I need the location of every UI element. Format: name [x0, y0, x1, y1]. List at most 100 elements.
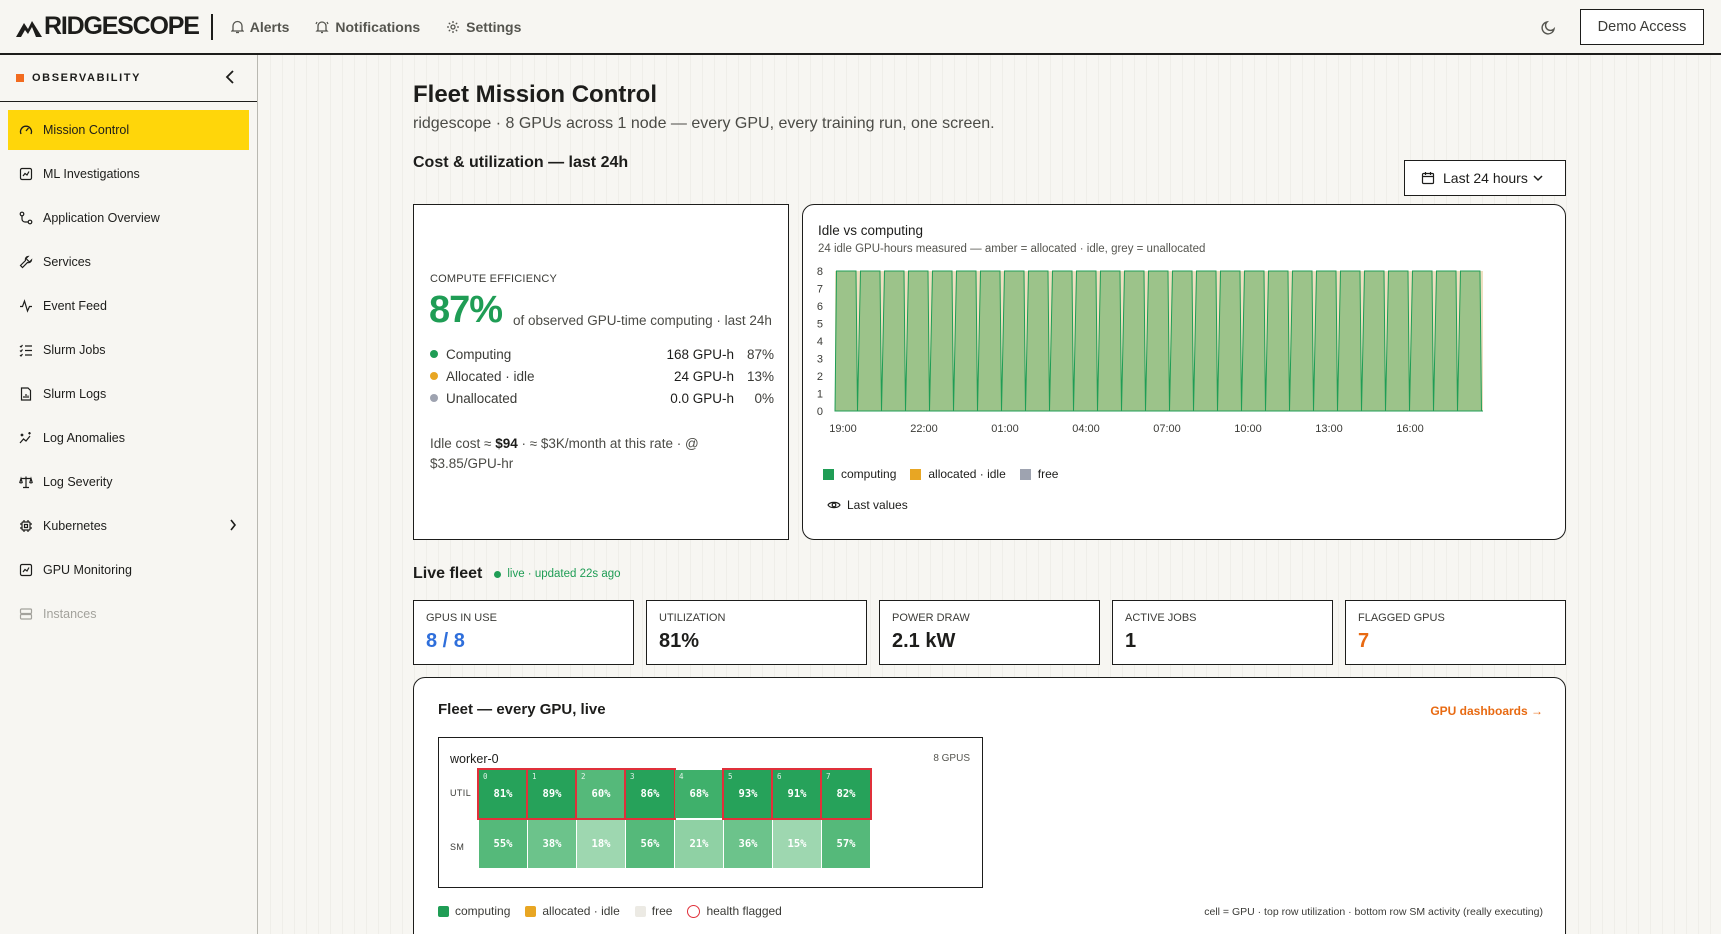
chart-title: Idle vs computing: [818, 223, 924, 238]
gpu-util-value: 82%: [836, 788, 856, 800]
kpi-value: 8 / 8: [426, 630, 465, 652]
gpu-sm-cell[interactable]: 18%: [577, 820, 625, 868]
gpu-sm-cell[interactable]: 15%: [773, 820, 821, 868]
kpi-utilization[interactable]: UTILIZATION 81%: [646, 600, 867, 665]
chevron-right-icon: [230, 519, 237, 531]
y-tick-label: 8: [817, 266, 823, 278]
eye-icon: [827, 501, 841, 509]
gpu-dashboards-link[interactable]: GPU dashboards →: [1430, 704, 1543, 718]
gpu-util-value: 68%: [689, 788, 709, 800]
nav-settings-label: Settings: [466, 18, 522, 35]
nav-settings[interactable]: Settings: [446, 19, 521, 35]
x-tick-label: 07:00: [1153, 423, 1181, 435]
main-content: Fleet Mission Control ridgescope · 8 GPU…: [259, 55, 1721, 934]
legend-item-allocated-idle[interactable]: allocated · idle: [910, 467, 1006, 481]
sidebar-item-label: Slurm Jobs: [43, 343, 106, 357]
gpu-util-cell[interactable]: 7 82%: [820, 768, 872, 820]
nav-notifications[interactable]: Notifications: [315, 19, 420, 35]
sidebar-item-label: Log Anomalies: [43, 431, 126, 445]
sidebar-item-services[interactable]: Services: [8, 242, 249, 282]
x-tick-label: 22:00: [910, 423, 938, 435]
sidebar-item-kubernetes[interactable]: Kubernetes: [8, 506, 249, 546]
gpu-sm-value: 55%: [493, 838, 513, 850]
gpu-util-cell[interactable]: 5 93%: [722, 768, 774, 820]
gpu-sm-cell[interactable]: 21%: [675, 820, 723, 868]
kpi-value: 2.1 kW: [892, 630, 956, 652]
sidebar-item-event-feed[interactable]: Event Feed: [8, 286, 249, 326]
sidebar-item-log-anomalies[interactable]: Log Anomalies: [8, 418, 249, 458]
gpu-sm-value: 21%: [689, 838, 709, 850]
chart-subtitle: 24 idle GPU-hours measured — amber = all…: [818, 243, 1206, 255]
live-status-text: live · updated 22s ago: [507, 568, 621, 580]
fleet-gpu-card: Fleet — every GPU, live GPU dashboards →…: [413, 677, 1566, 934]
gpu-sm-cell[interactable]: 38%: [528, 820, 576, 868]
kpi-label: GPUS IN USE: [426, 612, 497, 624]
nav-alerts[interactable]: Alerts: [230, 19, 289, 35]
sidebar-item-label: Log Severity: [43, 475, 113, 489]
row-name: Allocated · idle: [446, 368, 535, 384]
gpu-sm-cell[interactable]: 55%: [479, 820, 527, 868]
status-dot: [430, 350, 438, 358]
y-tick-label: 6: [817, 301, 823, 313]
x-tick-label: 10:00: [1234, 423, 1262, 435]
gpu-sm-cell[interactable]: 57%: [822, 820, 870, 868]
kpi-label: FLAGGED GPUS: [1358, 612, 1445, 624]
moon-icon: [1541, 20, 1556, 35]
kpi-flagged-gpus[interactable]: FLAGGED GPUS 7: [1345, 600, 1566, 665]
sidebar-item-label: Application Overview: [43, 211, 160, 225]
x-tick-label: 19:00: [829, 423, 857, 435]
sidebar-item-log-severity[interactable]: Log Severity: [8, 462, 249, 502]
time-range-dropdown[interactable]: Last 24 hours: [1404, 160, 1566, 196]
time-range-label: Last 24 hours: [1443, 170, 1528, 186]
gpu-util-cell[interactable]: 2 60%: [575, 768, 627, 820]
demo-access-button[interactable]: Demo Access: [1580, 9, 1704, 45]
sidebar-item-label: GPU Monitoring: [43, 563, 132, 577]
legend-item-computing[interactable]: computing: [823, 467, 896, 481]
sidebar-item-application-overview[interactable]: Application Overview: [8, 198, 249, 238]
gpu-util-cell[interactable]: 4 68%: [675, 770, 723, 818]
nav-notifications-label: Notifications: [335, 18, 421, 35]
sidebar-item-label: Slurm Logs: [43, 387, 107, 401]
row-value: 24 GPU-h: [673, 368, 734, 384]
kpi-gpus-in-use[interactable]: GPUS IN USE 8 / 8: [413, 600, 634, 665]
sidebar-item-gpu-monitoring[interactable]: GPU Monitoring: [8, 550, 249, 590]
sidebar-item-slurm-logs[interactable]: Slurm Logs: [8, 374, 249, 414]
gpu-util-cell[interactable]: 1 89%: [526, 768, 578, 820]
collapse-chevron-icon[interactable]: [225, 70, 235, 84]
gpu-util-value: 60%: [591, 788, 611, 800]
gpu-util-cell[interactable]: 3 86%: [624, 768, 676, 820]
legend-label: computing: [455, 904, 511, 918]
kpi-active-jobs[interactable]: ACTIVE JOBS 1: [1112, 600, 1333, 665]
legend-item-free[interactable]: free: [1019, 467, 1058, 481]
sidebar-title: OBSERVABILITY: [32, 72, 142, 84]
gpu-util-value: 91%: [787, 788, 807, 800]
legend-item-allocated-idle: allocated · idle: [525, 904, 620, 918]
sidebar-item-ml-investigations[interactable]: ML Investigations: [8, 154, 249, 194]
gpu-sm-value: 36%: [738, 838, 758, 850]
page-title: Fleet Mission Control: [413, 81, 658, 108]
y-tick-label: 4: [817, 336, 823, 348]
gpu-sm-cell[interactable]: 56%: [626, 820, 674, 868]
last-values-toggle[interactable]: Last values: [827, 498, 908, 512]
kpi-power-draw[interactable]: POWER DRAW 2.1 kW: [879, 600, 1100, 665]
idle-vs-computing-chart[interactable]: 0 1 2 3 4 5 6 7 8 19:00 22:00 01:00 04:00 07:00 10:00 1…: [803, 257, 1565, 457]
sidebar-item-mission-control[interactable]: Mission Control: [8, 110, 249, 150]
sidebar-item-slurm-jobs[interactable]: Slurm Jobs: [8, 330, 249, 370]
sidebar-item-instances: Instances: [8, 594, 249, 634]
efficiency-description: of observed GPU-time computing · last 24…: [513, 313, 772, 328]
series-computing-area: [834, 270, 1483, 412]
row-name: Computing: [446, 346, 512, 362]
gpu-util-cell[interactable]: 6 91%: [771, 768, 823, 820]
theme-toggle[interactable]: [1541, 19, 1557, 35]
brand-logo[interactable]: RIDGESCOPE: [16, 12, 200, 42]
gpu-sm-cell[interactable]: 36%: [724, 820, 772, 868]
legend-item-health-flagged: health flagged: [687, 904, 782, 918]
gpu-util-cell[interactable]: 0 81%: [477, 768, 529, 820]
gear-icon: [447, 20, 460, 33]
gpu-index: 5: [728, 772, 733, 781]
sidebar-item-label: Kubernetes: [43, 519, 107, 533]
file-chart-icon: [18, 386, 34, 402]
row-value: 168 GPU-h: [666, 346, 734, 362]
list-check-icon: [18, 342, 34, 358]
fleet-legend: computing allocated · idle free health f…: [438, 904, 797, 918]
